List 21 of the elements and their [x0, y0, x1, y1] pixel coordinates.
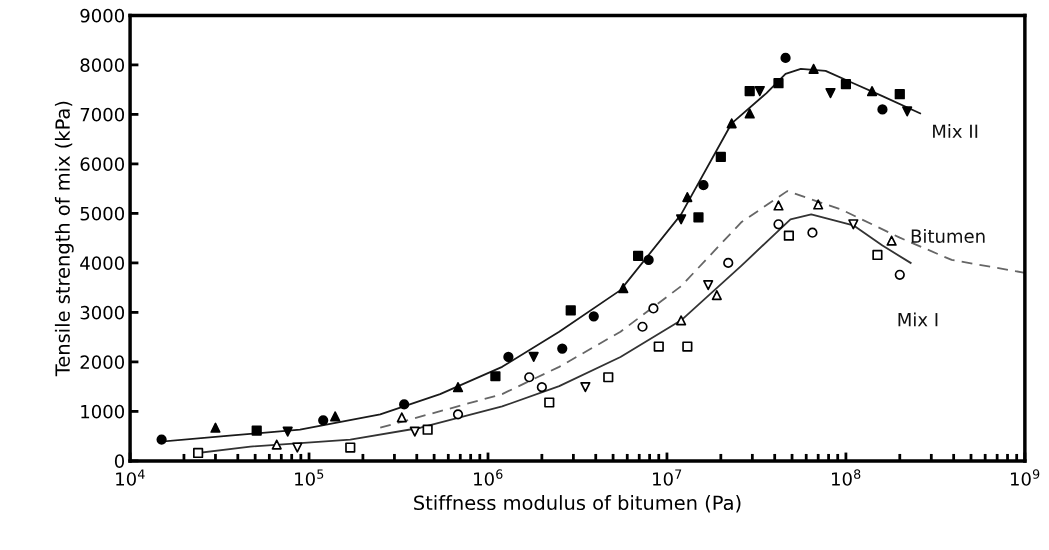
x-tick-label: 10$^{4}$: [116, 469, 145, 486]
series-label: Mix II: [933, 124, 978, 138]
y-tick-label: 1000: [81, 404, 125, 419]
x-tick-label: 10$^{8}$: [832, 469, 861, 486]
y-tick-label: 8000: [80, 58, 125, 73]
y-tick-label: 2000: [80, 355, 125, 370]
y-tick-label: 0: [114, 454, 125, 469]
y-tick-label: 7000: [80, 107, 125, 122]
y-tick-label: 6000: [80, 157, 125, 172]
y-tick-label: 5000: [80, 206, 125, 221]
text: Mix I: [898, 312, 938, 327]
y-tick-label: 3000: [80, 305, 125, 320]
x-axis-title: Stiffness modulus of bitumen (Pa): [414, 495, 741, 513]
y-tick-label: 4000: [80, 256, 125, 271]
x-tick-label: 10$^{6}$: [474, 469, 503, 486]
x-tick-label: 10$^{7}$: [653, 469, 682, 486]
series-label: Bitumen: [911, 228, 985, 243]
y-tick-label: 9000: [80, 8, 125, 23]
x-tick-label: 10$^{5}$: [295, 469, 324, 486]
y-axis-title: Tensile strength of mix (kPa): [54, 101, 74, 377]
x-tick-label: 10$^{9}$: [1010, 469, 1040, 486]
